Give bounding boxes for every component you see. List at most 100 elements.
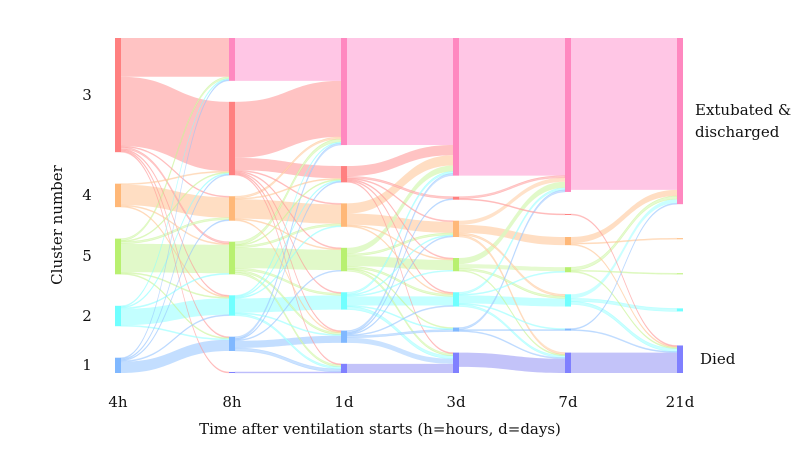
node bbox=[115, 183, 121, 208]
node bbox=[677, 345, 683, 373]
node bbox=[453, 327, 459, 332]
node bbox=[453, 196, 459, 200]
flow-link bbox=[120, 219, 230, 362]
flow-link bbox=[347, 255, 453, 271]
node bbox=[341, 203, 347, 227]
y-tick-label: 5 bbox=[82, 247, 92, 266]
flow-link bbox=[458, 270, 566, 296]
flow-link bbox=[347, 296, 453, 306]
node bbox=[453, 352, 459, 373]
flow-link bbox=[234, 181, 342, 341]
node bbox=[115, 238, 121, 275]
node bbox=[341, 363, 347, 373]
flow-link bbox=[121, 243, 229, 274]
node bbox=[565, 237, 571, 246]
flow-link bbox=[347, 155, 453, 214]
node bbox=[115, 38, 121, 153]
flow-link bbox=[235, 80, 341, 158]
x-tick-label: 21d bbox=[665, 393, 695, 411]
flow-link bbox=[121, 339, 229, 373]
outcome-label-discharged: Extubated & discharged bbox=[695, 101, 792, 142]
flow-link bbox=[121, 76, 229, 172]
flow-link bbox=[234, 223, 342, 249]
flow-link bbox=[459, 38, 565, 176]
flow-link bbox=[570, 195, 678, 271]
node bbox=[229, 241, 235, 275]
x-tick-label: 3d bbox=[446, 393, 466, 411]
node bbox=[115, 357, 121, 373]
flow-link bbox=[571, 38, 677, 190]
node bbox=[565, 328, 571, 331]
flow-link bbox=[570, 243, 678, 348]
node bbox=[565, 352, 571, 373]
flow-link bbox=[458, 329, 566, 331]
flow-link bbox=[121, 38, 229, 77]
flow-link bbox=[571, 199, 677, 299]
flow-link bbox=[346, 171, 454, 295]
flow-link bbox=[346, 235, 454, 335]
node bbox=[677, 238, 683, 240]
flow-link bbox=[121, 184, 229, 218]
node bbox=[341, 292, 347, 310]
flow-link bbox=[571, 189, 677, 244]
flow-link bbox=[234, 271, 342, 368]
node bbox=[453, 292, 459, 307]
flow-link bbox=[234, 225, 342, 299]
flow-link bbox=[347, 213, 453, 233]
node bbox=[565, 267, 571, 273]
node bbox=[341, 38, 347, 146]
node bbox=[115, 305, 121, 327]
y-tick-label: 1 bbox=[82, 356, 92, 375]
flow-link bbox=[346, 198, 454, 334]
flow-link bbox=[459, 264, 565, 272]
flow-link bbox=[571, 352, 677, 373]
node bbox=[229, 336, 235, 351]
node bbox=[341, 247, 347, 272]
node bbox=[453, 220, 459, 238]
flow-link bbox=[346, 329, 454, 339]
x-tick-label: 4h bbox=[108, 393, 128, 411]
flow-link bbox=[459, 181, 565, 265]
flow-link bbox=[459, 224, 565, 246]
node bbox=[677, 308, 683, 312]
flow-link bbox=[235, 38, 341, 81]
outcome-label-died: Died bbox=[700, 350, 736, 369]
y-tick-label: 4 bbox=[82, 186, 92, 205]
flow-link bbox=[346, 269, 454, 297]
y-tick-label: 2 bbox=[82, 307, 92, 325]
x-tick-label: 8h bbox=[222, 393, 242, 411]
node bbox=[565, 38, 571, 192]
node bbox=[229, 295, 235, 316]
flow-link bbox=[347, 363, 453, 373]
node bbox=[677, 38, 683, 205]
flow-link bbox=[235, 199, 341, 224]
flow-link bbox=[121, 298, 229, 326]
flow-link bbox=[234, 142, 342, 340]
x-tick-label: 1d bbox=[334, 393, 354, 411]
flow-link bbox=[570, 237, 678, 245]
flow-link bbox=[347, 337, 453, 364]
node bbox=[341, 166, 347, 183]
x-axis-title: Time after ventilation starts (h=hours, … bbox=[199, 420, 561, 438]
node bbox=[565, 213, 571, 215]
flow-link bbox=[234, 347, 342, 373]
node bbox=[341, 330, 347, 343]
flow-link bbox=[235, 247, 341, 271]
node bbox=[229, 38, 235, 81]
flow-link bbox=[347, 38, 453, 146]
flow-link bbox=[346, 305, 454, 336]
flow-link bbox=[234, 269, 342, 342]
flow-link bbox=[459, 352, 565, 373]
flow-link bbox=[235, 295, 341, 313]
node bbox=[565, 294, 571, 307]
node bbox=[677, 273, 683, 275]
node bbox=[453, 38, 459, 176]
x-tick-label: 7d bbox=[558, 393, 578, 411]
node bbox=[229, 101, 235, 176]
node bbox=[453, 258, 459, 272]
flow-link bbox=[347, 165, 453, 254]
node bbox=[229, 196, 235, 221]
y-axis-title: Cluster number bbox=[48, 165, 66, 285]
y-tick-label: 3 bbox=[82, 86, 92, 105]
